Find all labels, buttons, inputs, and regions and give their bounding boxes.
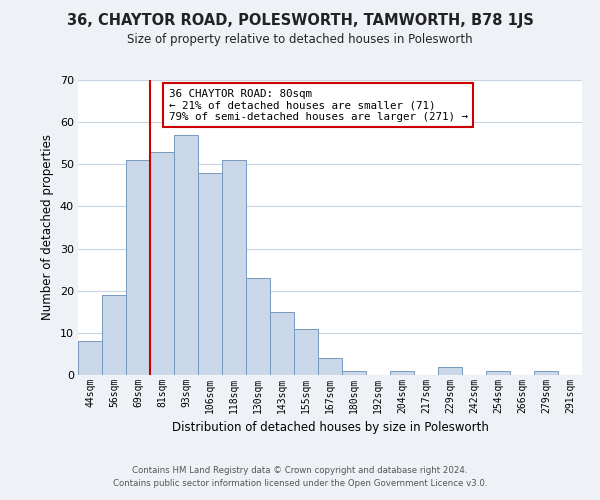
Bar [150,152,174,375]
Bar [78,342,102,375]
Bar [102,295,126,375]
Bar [246,278,270,375]
Y-axis label: Number of detached properties: Number of detached properties [41,134,54,320]
Bar [342,371,366,375]
Text: Contains HM Land Registry data © Crown copyright and database right 2024.
Contai: Contains HM Land Registry data © Crown c… [113,466,487,487]
Bar [438,366,462,375]
Bar [318,358,342,375]
Text: Size of property relative to detached houses in Polesworth: Size of property relative to detached ho… [127,32,473,46]
Bar [270,312,294,375]
Bar [174,135,198,375]
Bar [294,328,318,375]
Bar [198,172,222,375]
Bar [126,160,150,375]
Bar [390,371,414,375]
Bar [534,371,558,375]
Bar [486,371,510,375]
Text: 36, CHAYTOR ROAD, POLESWORTH, TAMWORTH, B78 1JS: 36, CHAYTOR ROAD, POLESWORTH, TAMWORTH, … [67,12,533,28]
Text: 36 CHAYTOR ROAD: 80sqm
← 21% of detached houses are smaller (71)
79% of semi-det: 36 CHAYTOR ROAD: 80sqm ← 21% of detached… [169,89,468,122]
X-axis label: Distribution of detached houses by size in Polesworth: Distribution of detached houses by size … [172,422,488,434]
Bar [222,160,246,375]
